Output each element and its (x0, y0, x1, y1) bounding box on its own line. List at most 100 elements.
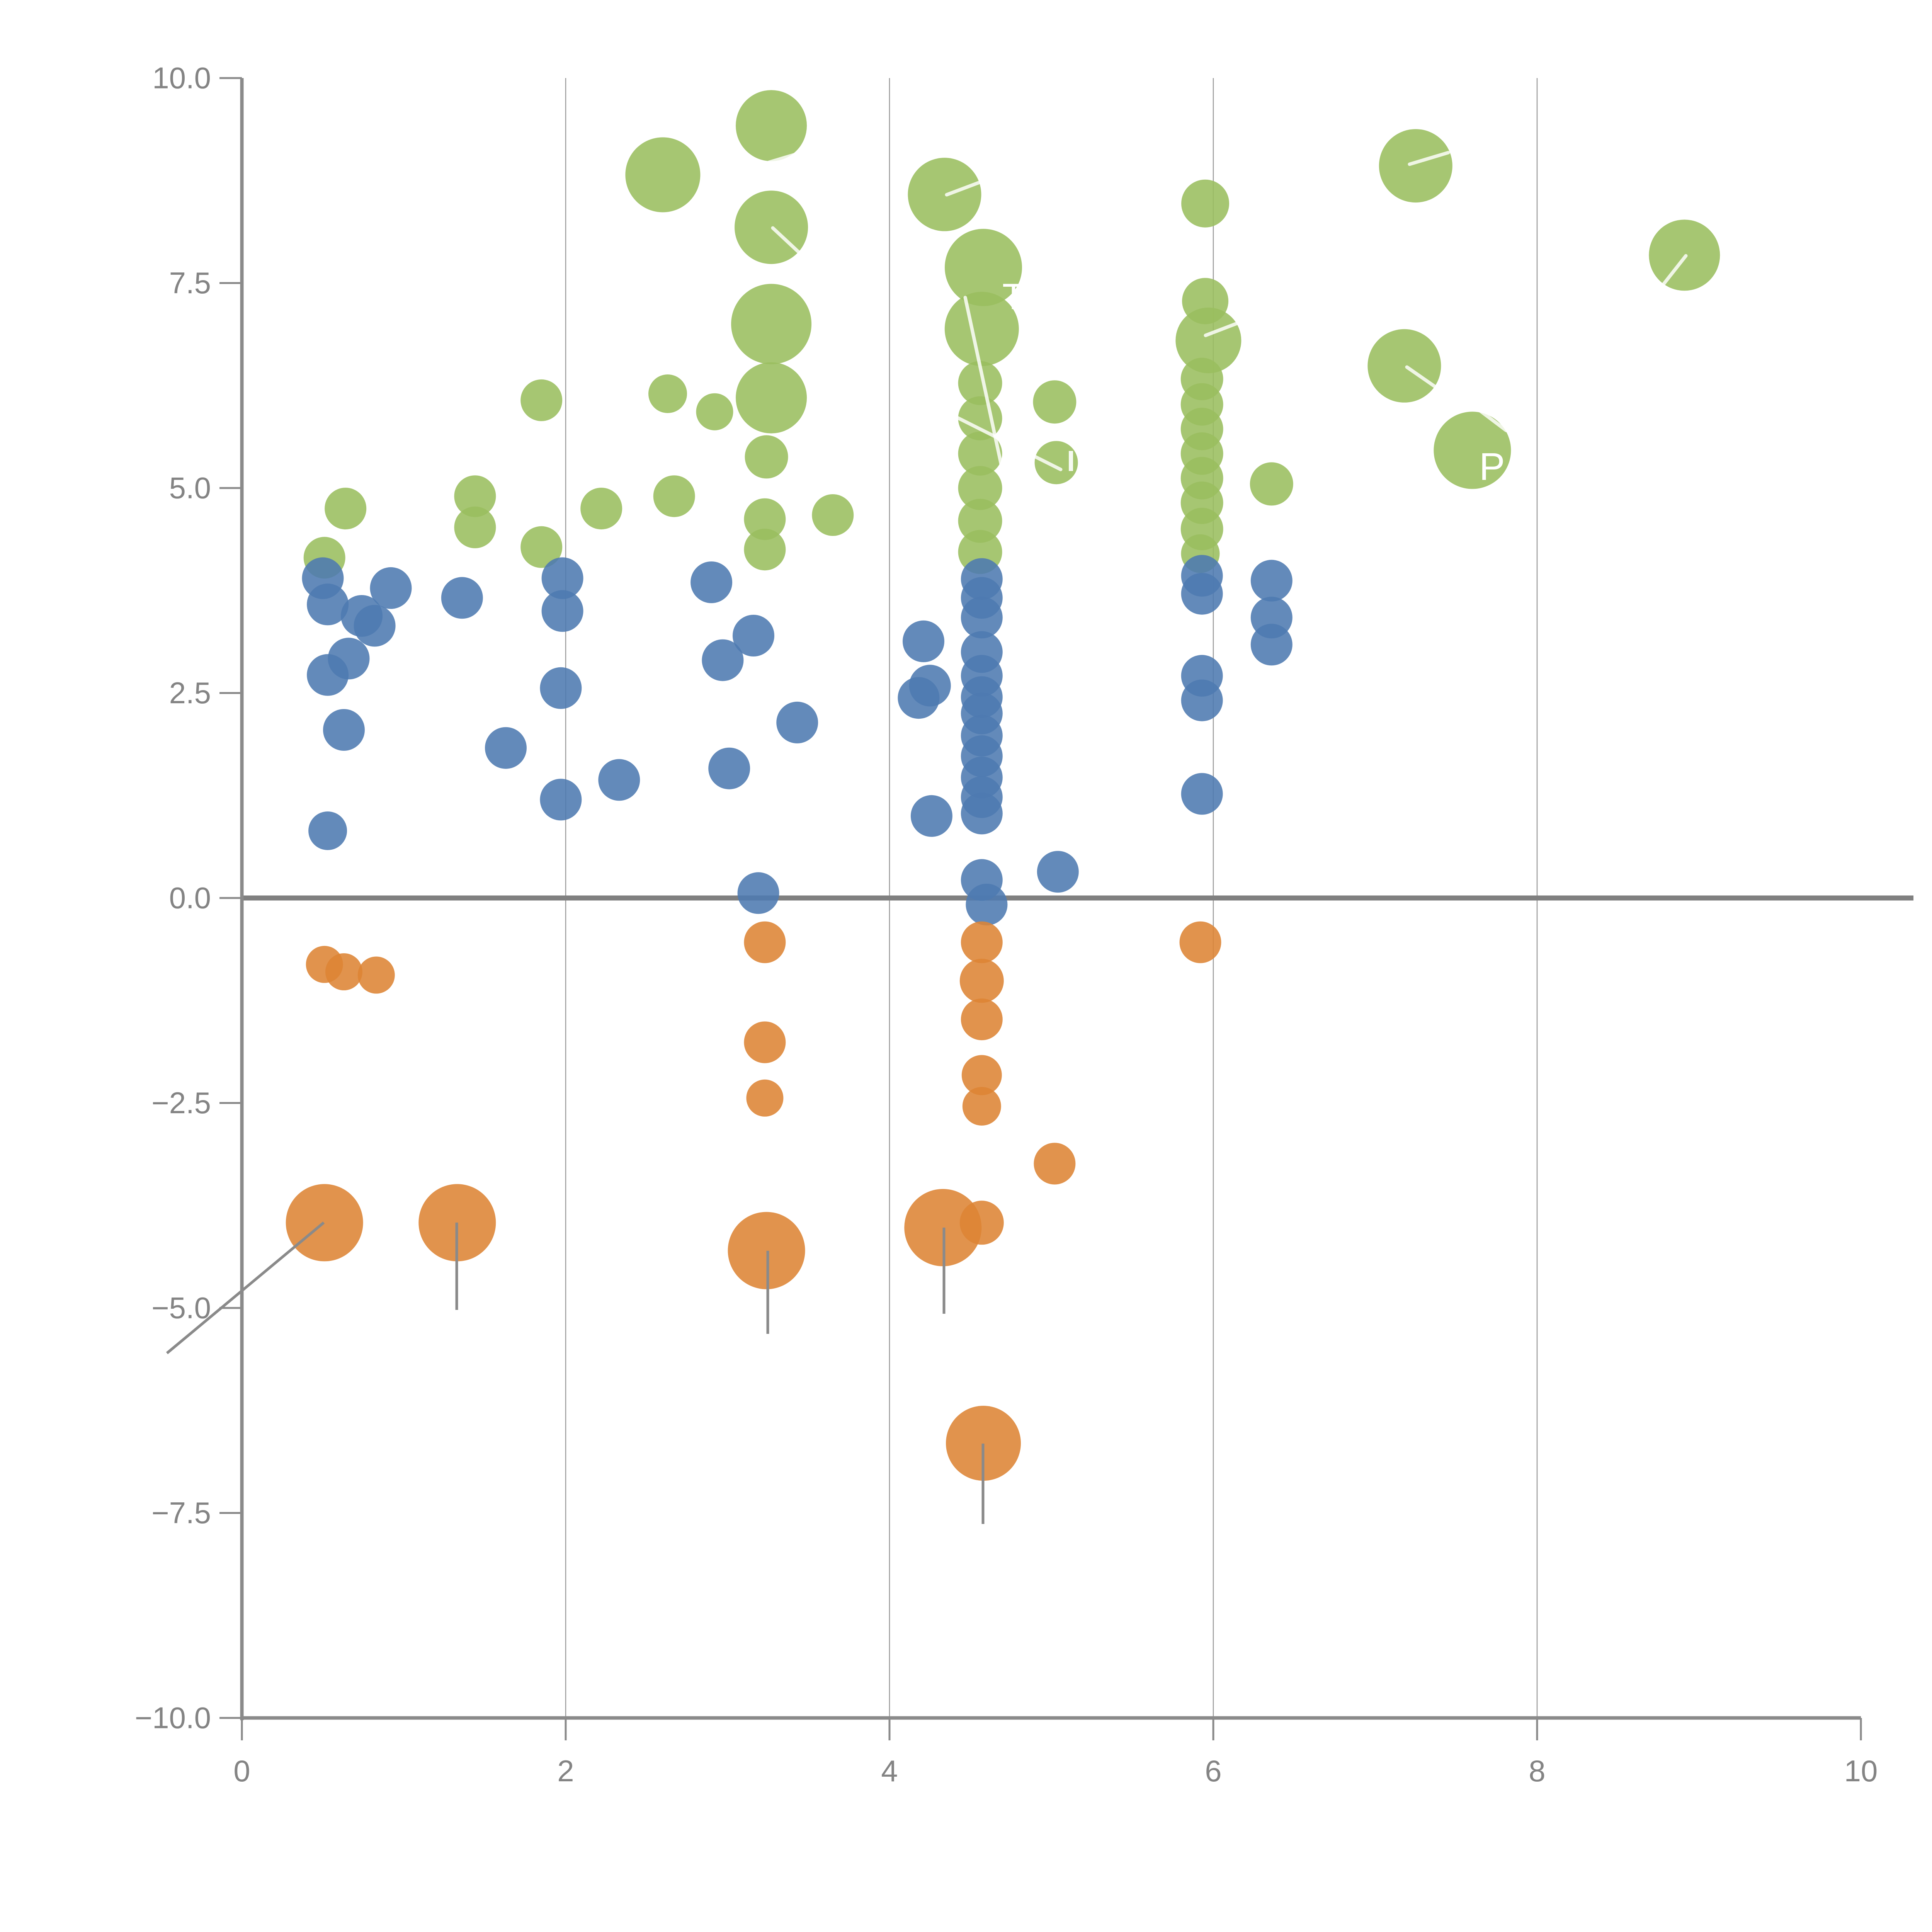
bubble-green (454, 475, 496, 517)
bubble-blue (354, 605, 396, 647)
bubble-blue (961, 597, 1003, 639)
bubble-green (653, 475, 695, 517)
bubble-blue (702, 639, 744, 681)
bubble-green (1434, 412, 1511, 489)
annotations-layer: PT (1002, 276, 1505, 488)
bubble-blue (308, 811, 347, 850)
annotation-fragment (1069, 451, 1073, 471)
bubble-blue (1181, 679, 1223, 721)
bubble-blue (733, 615, 774, 656)
bubble-orange (946, 1406, 1021, 1481)
white-leader-line (771, 226, 820, 272)
bubble-green (958, 431, 1002, 476)
bubble-orange (959, 959, 1004, 1003)
bubble-blue (690, 561, 733, 603)
bubble-orange (1034, 1143, 1076, 1185)
bubble-green (325, 488, 367, 530)
x-tick-label: 8 (1529, 1754, 1545, 1788)
bubble-blue (485, 727, 527, 769)
bubble-blue (441, 577, 483, 619)
bubble-blue (323, 709, 365, 751)
bubble-orange (961, 1055, 1002, 1095)
y-tick-label: 5.0 (169, 471, 211, 505)
bubble-green (1033, 380, 1077, 424)
bubble-green (625, 137, 701, 213)
y-tick-label: −2.5 (151, 1086, 211, 1120)
bubble-green (958, 498, 1002, 543)
bubble-green (944, 292, 1019, 366)
bubble-blue (370, 567, 412, 609)
bubble-green (1175, 308, 1242, 373)
bubble-green (580, 488, 622, 530)
bubble-blue (540, 667, 582, 709)
gray-leader-line (166, 1221, 325, 1354)
y-tick-label: 7.5 (169, 266, 211, 300)
bubble-blue (1037, 851, 1079, 893)
bubble-green (945, 229, 1022, 306)
bubble-blue (598, 759, 640, 801)
series-blue (302, 555, 1293, 925)
white-leader-line (1405, 365, 1446, 395)
bubble-blue (1181, 573, 1223, 615)
bubble-blue (966, 884, 1008, 925)
bubble-green (731, 284, 812, 364)
bubble-blue (961, 793, 1003, 835)
bubble-green (958, 361, 1002, 405)
bubble-orange (728, 1212, 805, 1289)
bubble-blue (776, 701, 818, 743)
bubble-blue (1181, 773, 1223, 815)
bubble-blue (307, 583, 349, 626)
bubble-blue (910, 795, 952, 837)
bubble-green (1379, 129, 1452, 203)
bubble-blue (903, 620, 944, 662)
y-tick-label: 2.5 (169, 676, 211, 710)
bubble-green (1181, 179, 1230, 228)
bubble-green (454, 506, 496, 548)
bubble-orange (744, 921, 786, 963)
white-leader-line (1466, 400, 1508, 432)
bubble-green (958, 466, 1002, 510)
x-tick-label: 0 (233, 1754, 250, 1788)
axes-layer: 10.0 7.5 5.0 2.5 0.0 −2.5 −5.0 −7.5 −10.0 0 2 4 6 8 10 (135, 61, 1878, 1788)
bubble-orange (325, 953, 362, 990)
bubble-green (520, 526, 563, 568)
bubble-green (696, 393, 733, 430)
white-leader-line (945, 177, 990, 197)
white-leader-line (949, 412, 1063, 471)
x-tick-label: 2 (557, 1754, 574, 1788)
bubble-blue (898, 677, 940, 719)
bubbles-layer (286, 90, 1720, 1481)
bubble-green (736, 90, 807, 162)
y-tick-label: −5.0 (151, 1291, 211, 1325)
bubble-green (744, 529, 786, 571)
white-leader-line (767, 142, 833, 164)
bubble-blue (737, 872, 779, 914)
bubble-orange (744, 1021, 786, 1063)
bubble-orange (746, 1079, 784, 1117)
bubble-blue (1250, 560, 1293, 602)
bubble-green (1250, 462, 1293, 506)
bubble-blue (307, 654, 349, 696)
bubble-blue (708, 747, 750, 789)
bubble-blue (541, 557, 583, 599)
series-green (303, 90, 1720, 579)
bubble-orange (286, 1184, 363, 1262)
bubble-green (812, 494, 854, 536)
white-leader-line (963, 296, 1010, 500)
x-tick-label: 10 (1844, 1754, 1878, 1788)
y-tick-label: −10.0 (135, 1701, 211, 1735)
bubble-orange (961, 998, 1003, 1041)
bubble-green (1034, 441, 1078, 485)
bubble-green (745, 435, 788, 479)
bubble-green (908, 158, 981, 231)
x-tick-label: 6 (1205, 1754, 1221, 1788)
annotation-text: T (1002, 276, 1025, 317)
bubble-green (520, 379, 563, 421)
bubble-orange (959, 1201, 1004, 1245)
bubble-green (736, 362, 807, 434)
x-tick-label: 4 (881, 1754, 898, 1788)
bubble-green (744, 498, 786, 540)
series-orange (286, 921, 1221, 1481)
bubble-orange (357, 956, 395, 994)
annotation-text: P (1479, 445, 1505, 488)
